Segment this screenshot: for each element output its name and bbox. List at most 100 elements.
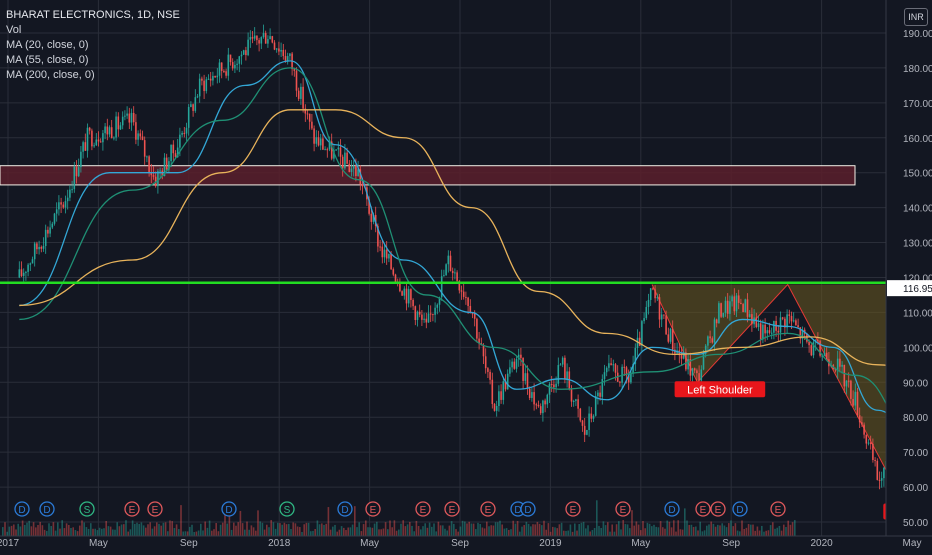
candle-body (173, 145, 175, 154)
candle-body (307, 113, 309, 114)
volume-bar (268, 527, 270, 536)
candle-body (595, 396, 597, 416)
legend-volume[interactable]: Vol (6, 23, 180, 38)
volume-bar (46, 531, 48, 536)
volume-bar (398, 530, 400, 536)
volume-bar (519, 532, 521, 536)
candle-body (771, 333, 773, 334)
volume-bar (735, 523, 737, 536)
candle-body (659, 297, 661, 319)
volume-bar (202, 530, 204, 536)
time-tick: Sep (722, 538, 740, 549)
volume-bar (653, 525, 655, 536)
time-tick: Sep (451, 538, 469, 549)
volume-bar (662, 527, 664, 536)
volume-bar (372, 528, 374, 536)
volume-bar (61, 520, 63, 536)
volume-bar (81, 520, 83, 536)
legend-ma200[interactable]: MA (200, close, 0) (6, 68, 180, 83)
volume-bar (589, 531, 591, 536)
candle-body (133, 113, 135, 122)
volume-bar (330, 530, 332, 536)
candle-body (256, 36, 258, 41)
volume-bar (244, 530, 246, 536)
chart-legend: BHARAT ELECTRONICS, 1D, NSE Vol MA (20, … (6, 8, 180, 83)
symbol-title[interactable]: BHARAT ELECTRONICS, 1D, NSE (6, 8, 180, 23)
candle-body (716, 319, 718, 323)
candle-body (335, 149, 337, 150)
volume-bar (75, 530, 77, 536)
candle-body (58, 202, 60, 209)
candle-body (817, 340, 819, 341)
volume-bar (59, 529, 61, 536)
volume-bar (235, 526, 237, 536)
volume-bar (774, 529, 776, 536)
candle-body (764, 325, 766, 334)
volume-bar (242, 523, 244, 536)
volume-bar (466, 523, 468, 536)
volume-bar (383, 529, 385, 536)
volume-bar (629, 528, 631, 536)
candle-body (531, 392, 533, 398)
volume-bar (440, 525, 442, 536)
legend-ma20[interactable]: MA (20, close, 0) (6, 38, 180, 53)
volume-bar (332, 527, 334, 536)
candle-body (544, 401, 546, 405)
volume-bar (587, 525, 589, 536)
volume-bar (125, 520, 127, 536)
candle-body (208, 79, 210, 80)
volume-bar (715, 527, 717, 536)
volume-bar (108, 526, 110, 536)
volume-bar (457, 532, 459, 536)
volume-bar (680, 529, 682, 536)
candle-body (780, 317, 782, 332)
event-letter: D (524, 505, 531, 516)
volume-bar (407, 524, 409, 536)
candle-body (228, 55, 230, 76)
volume-bar (176, 524, 178, 536)
candle-body (52, 224, 54, 228)
legend-ma55[interactable]: MA (55, close, 0) (6, 53, 180, 68)
event-letter: D (225, 505, 232, 516)
volume-bar (686, 520, 688, 536)
volume-bar (127, 532, 129, 536)
candle-body (223, 71, 225, 72)
volume-bar (605, 525, 607, 536)
candle-body (316, 137, 318, 143)
candle-body (195, 97, 197, 111)
candle-body (49, 227, 51, 233)
volume-bar (374, 524, 376, 536)
volume-bar (724, 526, 726, 536)
volume-bar (323, 525, 325, 536)
volume-bar (741, 520, 743, 536)
volume-bar (442, 525, 444, 536)
volume-bar (746, 528, 748, 536)
volume-bar (222, 523, 224, 536)
candle-body (212, 76, 214, 81)
volume-bar (783, 525, 785, 536)
volume-bar (306, 523, 308, 536)
volume-bar (530, 526, 532, 536)
volume-bar (655, 527, 657, 536)
candle-body (577, 399, 579, 408)
candle-body (137, 133, 139, 139)
candle-body (701, 369, 703, 380)
event-letter: E (485, 505, 492, 516)
volume-bar (409, 522, 411, 536)
candle-body (533, 392, 535, 404)
volume-bar (275, 529, 277, 536)
volume-bar (600, 528, 602, 536)
candle-body (692, 368, 694, 375)
volume-bar (295, 523, 297, 536)
candle-body (186, 128, 188, 134)
candle-body (140, 133, 142, 136)
volume-bar (92, 529, 94, 536)
volume-bar (444, 529, 446, 536)
candle-body (685, 352, 687, 369)
currency-button[interactable]: INR (904, 8, 928, 26)
volume-bar (411, 526, 413, 536)
volume-bar (200, 524, 202, 536)
volume-bar (438, 522, 440, 536)
resistance-zone (0, 166, 855, 185)
candle-body (630, 374, 632, 383)
